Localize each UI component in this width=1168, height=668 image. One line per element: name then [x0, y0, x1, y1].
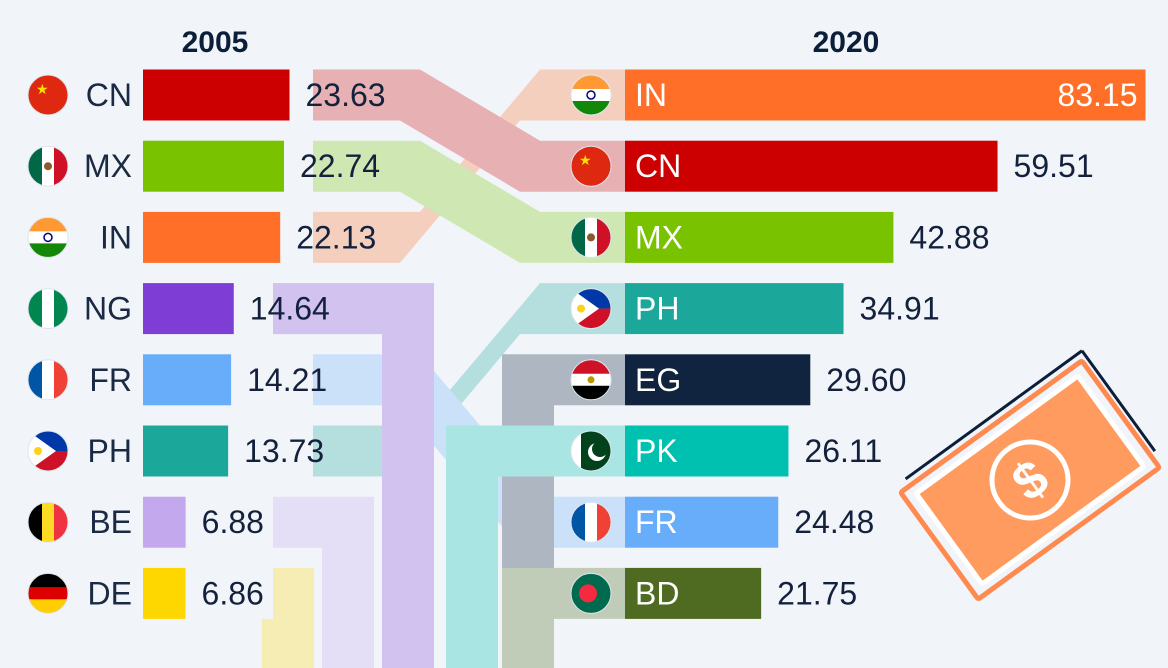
country-code-label: IN — [635, 77, 667, 113]
country-code-label: MX — [635, 219, 683, 255]
bar-2020-bd — [625, 567, 762, 619]
flag-ng-icon — [27, 288, 69, 330]
bar-row-2005-de: DE 6.86 — [27, 567, 264, 619]
country-code-label: IN — [100, 219, 132, 255]
bar-row-2005-mx: MX 22.74 — [27, 140, 380, 192]
flag-pk-icon — [570, 430, 612, 472]
bar-row-2020-pk: PK 26.11 — [570, 425, 882, 477]
bar-2005-de — [143, 567, 186, 619]
chart-2020: 2020 IN 83.15 ★ CN 59.51 MX 42.88 PH 34.91 EG 29.6… — [570, 26, 1146, 619]
bar-2020-eg — [625, 354, 811, 406]
bar-row-2020-fr: FR 24.48 — [570, 496, 874, 548]
bar-2005-fr — [143, 354, 232, 406]
country-code-label: FR — [635, 504, 678, 540]
bar-row-2020-bd: BD 21.75 — [570, 567, 857, 619]
bar-row-2020-ph: PH 34.91 — [570, 283, 940, 335]
flag-cn-icon: ★ — [570, 145, 612, 187]
flag-cn-icon: ★ — [27, 74, 69, 116]
bar-row-2005-in: IN 22.13 — [27, 211, 376, 263]
country-code-label: PH — [88, 433, 132, 469]
bar-2005-cn — [143, 69, 290, 121]
bar-2020-fr — [625, 496, 779, 548]
ribbon-ng — [273, 283, 434, 668]
value-label: 22.74 — [300, 148, 380, 184]
flag-ph-icon — [27, 430, 69, 472]
country-code-label: NG — [84, 291, 132, 327]
bar-2005-in — [143, 211, 281, 263]
country-code-label: DE — [88, 575, 132, 611]
country-code-label: CN — [635, 148, 681, 184]
svg-text:★: ★ — [36, 82, 49, 98]
country-code-label: BD — [635, 575, 679, 611]
ribbon-in — [313, 69, 625, 263]
country-code-label: MX — [84, 148, 132, 184]
ribbon-pk — [446, 425, 625, 668]
value-label: 14.64 — [250, 291, 330, 327]
value-label: 26.11 — [804, 433, 882, 469]
value-label: 13.73 — [244, 433, 324, 469]
bar-2005-ph — [143, 425, 229, 477]
flag-bd-icon — [570, 572, 612, 614]
value-label: 42.88 — [909, 219, 989, 255]
flag-ph-icon — [570, 288, 612, 330]
bar-2005-mx — [143, 140, 284, 192]
value-label: 14.21 — [247, 362, 327, 398]
value-label: 6.88 — [202, 504, 264, 540]
value-label: 6.86 — [202, 575, 264, 611]
value-label: 24.48 — [794, 504, 874, 540]
bar-2005-be — [143, 496, 186, 548]
bar-row-2005-ph: PH 13.73 — [27, 425, 324, 477]
flag-fr-icon — [570, 501, 612, 543]
year-2005-label: 2005 — [182, 26, 249, 59]
country-code-label: PH — [635, 291, 679, 327]
value-label: 83.15 — [1057, 77, 1137, 113]
bar-row-2020-mx: MX 42.88 — [570, 211, 990, 263]
ribbon-cn — [313, 69, 625, 192]
bar-row-2005-ng: NG 14.64 — [27, 283, 330, 335]
value-label: 59.51 — [1014, 148, 1094, 184]
bar-row-2020-in: IN 83.15 — [570, 69, 1146, 121]
bar-2020-cn — [625, 140, 998, 192]
bar-row-2020-cn: ★ CN 59.51 — [570, 140, 1094, 192]
value-label: 21.75 — [777, 575, 857, 611]
bar-2020-in — [625, 69, 1146, 121]
country-code-label: FR — [89, 362, 132, 398]
country-code-label: EG — [635, 362, 681, 398]
ribbon-de — [262, 567, 314, 668]
bar-row-2020-eg: EG 29.60 — [570, 354, 906, 406]
value-label: 22.13 — [296, 219, 376, 255]
flag-mx-icon — [27, 145, 69, 187]
chart-2005: 2005 ★ CN 23.63 MX 22.74 IN 22.13 NG 14.64 FR 14.2… — [27, 26, 386, 619]
bar-2005-ng — [143, 283, 234, 335]
value-label: 23.63 — [306, 77, 386, 113]
bar-2020-pk — [625, 425, 789, 477]
value-label: 29.60 — [826, 362, 906, 398]
money-bill-icon: $ — [898, 349, 1162, 601]
bar-2020-ph — [625, 283, 844, 335]
bar-row-2005-be: BE 6.88 — [27, 496, 264, 548]
flag-eg-icon — [570, 359, 612, 401]
flag-in-icon — [570, 74, 612, 116]
bar-row-2005-fr: FR 14.21 — [27, 354, 327, 406]
ribbon-mx — [313, 140, 625, 263]
flag-in-icon — [27, 216, 69, 258]
year-2020-label: 2020 — [813, 26, 880, 59]
country-code-label: BE — [89, 504, 132, 540]
flag-de-icon — [27, 572, 69, 614]
flag-be-icon — [27, 501, 69, 543]
svg-text:★: ★ — [579, 153, 592, 169]
country-code-label: PK — [635, 433, 678, 469]
ribbon-be — [273, 496, 374, 668]
value-label: 34.91 — [860, 291, 940, 327]
rank-change-ribbons — [262, 69, 625, 668]
bar-2020-mx — [625, 211, 894, 263]
flag-fr-icon — [27, 359, 69, 401]
flag-mx-icon — [570, 216, 612, 258]
country-code-label: CN — [86, 77, 132, 113]
bar-row-2005-cn: ★ CN 23.63 — [27, 69, 386, 121]
